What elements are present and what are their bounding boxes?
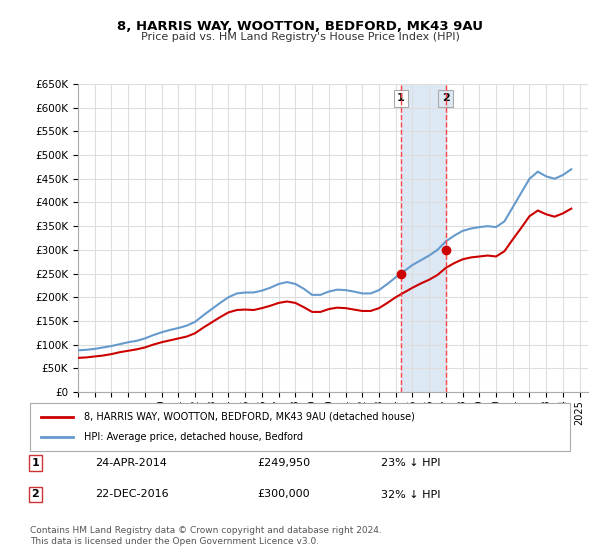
- Text: 22-DEC-2016: 22-DEC-2016: [95, 489, 169, 500]
- Text: 2: 2: [442, 93, 449, 103]
- Text: Price paid vs. HM Land Registry's House Price Index (HPI): Price paid vs. HM Land Registry's House …: [140, 32, 460, 43]
- Text: 8, HARRIS WAY, WOOTTON, BEDFORD, MK43 9AU: 8, HARRIS WAY, WOOTTON, BEDFORD, MK43 9A…: [117, 20, 483, 32]
- Text: 2: 2: [32, 489, 39, 500]
- Text: 8, HARRIS WAY, WOOTTON, BEDFORD, MK43 9AU (detached house): 8, HARRIS WAY, WOOTTON, BEDFORD, MK43 9A…: [84, 412, 415, 422]
- Text: £249,950: £249,950: [257, 458, 310, 468]
- Text: 23% ↓ HPI: 23% ↓ HPI: [381, 458, 440, 468]
- Text: 32% ↓ HPI: 32% ↓ HPI: [381, 489, 440, 500]
- FancyBboxPatch shape: [30, 403, 570, 451]
- Text: Contains HM Land Registry data © Crown copyright and database right 2024.
This d: Contains HM Land Registry data © Crown c…: [30, 526, 382, 546]
- Text: 24-APR-2014: 24-APR-2014: [95, 458, 167, 468]
- Text: 1: 1: [32, 458, 39, 468]
- Text: 1: 1: [397, 93, 405, 103]
- Text: £300,000: £300,000: [257, 489, 310, 500]
- Bar: [401, 84, 446, 392]
- Text: HPI: Average price, detached house, Bedford: HPI: Average price, detached house, Bedf…: [84, 432, 303, 442]
